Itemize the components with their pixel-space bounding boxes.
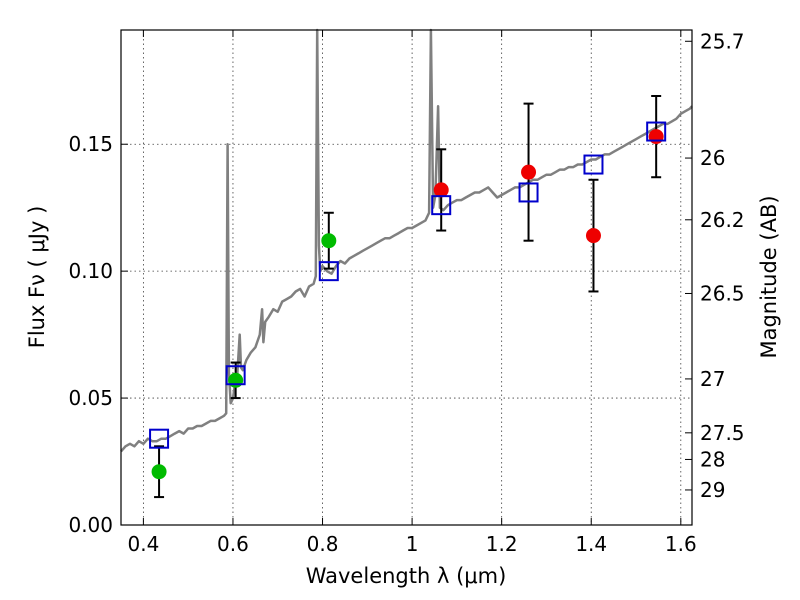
right-tick-label: 25.7 xyxy=(700,29,745,53)
model-point xyxy=(583,154,604,175)
data-point xyxy=(521,164,537,180)
model-point xyxy=(518,182,539,203)
y-tick-labels: 0.00 0.05 0.10 0.15 xyxy=(68,132,113,537)
right-tick-labels: 25.7 26 26.2 26.5 27 27.528 29 xyxy=(700,29,745,502)
x-axis-label: Wavelength λ (μm) xyxy=(306,564,507,588)
x-tick-label: 1.4 xyxy=(575,532,607,556)
y-tick-label: 0.10 xyxy=(68,259,113,283)
right-tick-label: 26.2 xyxy=(700,208,745,232)
x-tick-label: 0.6 xyxy=(217,532,249,556)
grid xyxy=(121,30,692,526)
data-point xyxy=(321,233,337,249)
right-tick-label: 29 xyxy=(700,478,725,502)
x-tick-label: 1.6 xyxy=(665,532,697,556)
x-tick-label: 1 xyxy=(406,532,419,556)
model-point xyxy=(646,121,667,142)
spectrum-layer xyxy=(120,28,693,453)
x-tick-label: 0.8 xyxy=(307,532,339,556)
x-tick-labels: 0.4 0.6 0.8 1 1.2 1.4 1.6 xyxy=(127,532,696,556)
x-tick-label: 0.4 xyxy=(127,532,159,556)
right-tick-label: 27 xyxy=(700,367,725,391)
right-axis-label: Magnitude (AB) xyxy=(757,195,781,358)
plot-frame xyxy=(120,29,693,526)
model-point xyxy=(149,428,170,449)
model-spectrum-line xyxy=(120,28,693,453)
right-tick-label: 26.5 xyxy=(700,281,745,305)
data-point xyxy=(433,182,449,198)
y-tick-label: 0.00 xyxy=(68,513,113,537)
data-point xyxy=(151,464,167,480)
data-point xyxy=(585,228,601,244)
y-tick-label: 0.15 xyxy=(68,132,113,156)
model-point xyxy=(225,365,246,386)
right-tick-label: 28 xyxy=(700,447,725,471)
y-tick-label: 0.05 xyxy=(68,386,113,410)
model-squares xyxy=(149,121,667,449)
model-point xyxy=(431,195,452,216)
x-tick-label: 1.2 xyxy=(486,532,518,556)
ticks xyxy=(121,30,692,526)
data-point xyxy=(228,372,244,388)
data-point xyxy=(648,129,664,145)
model-point xyxy=(318,261,339,282)
right-tick-label: 26 xyxy=(700,146,725,170)
y-axis-label: Flux Fν ( μJy ) xyxy=(25,206,49,349)
right-tick-label: 27.5 xyxy=(700,421,745,445)
